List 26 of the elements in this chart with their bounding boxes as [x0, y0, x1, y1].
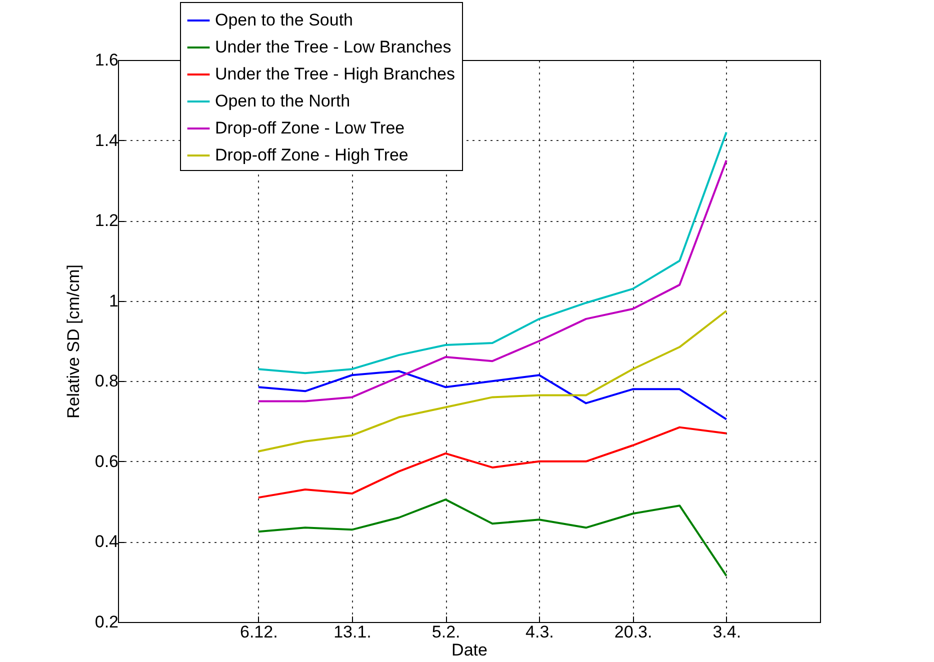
line-series — [257, 310, 728, 452]
legend-label: Drop-off Zone - Low Tree — [215, 118, 405, 138]
legend-label: Drop-off Zone - High Tree — [215, 146, 408, 164]
y-tick-label: 0.2 — [94, 612, 118, 632]
y-tick-label: 1.4 — [94, 130, 118, 150]
y-tick-label: 1.2 — [94, 211, 118, 230]
y-tick-label: 0.6 — [94, 452, 118, 471]
y-tick-label: 1.6 — [94, 50, 118, 70]
x-tick-label: 3.4. — [712, 622, 742, 642]
legend-label: Under the Tree - High Branches — [215, 64, 456, 84]
legend-label: Open to the South — [215, 10, 353, 30]
line-series — [257, 498, 728, 577]
x-axis-title: Date — [452, 640, 488, 660]
y-tick-label: 0.4 — [94, 532, 118, 552]
x-tick-label: 20.3. — [614, 622, 652, 642]
y-tick-label: 0.8 — [94, 372, 118, 391]
line-series — [257, 370, 728, 420]
line-series — [257, 426, 728, 499]
x-tick-label: 6.12. — [240, 622, 278, 642]
legend-label: Open to the North — [215, 92, 350, 110]
x-tick-label: 5.2. — [432, 622, 460, 642]
y-axis-title: Relative SD [cm/cm] — [64, 264, 83, 418]
x-tick-label: 4.3. — [526, 622, 554, 642]
legend-label: Under the Tree - Low Branches — [215, 38, 452, 56]
x-tick-label: 13.1. — [334, 622, 372, 642]
y-tick-label: 1 — [109, 291, 118, 310]
